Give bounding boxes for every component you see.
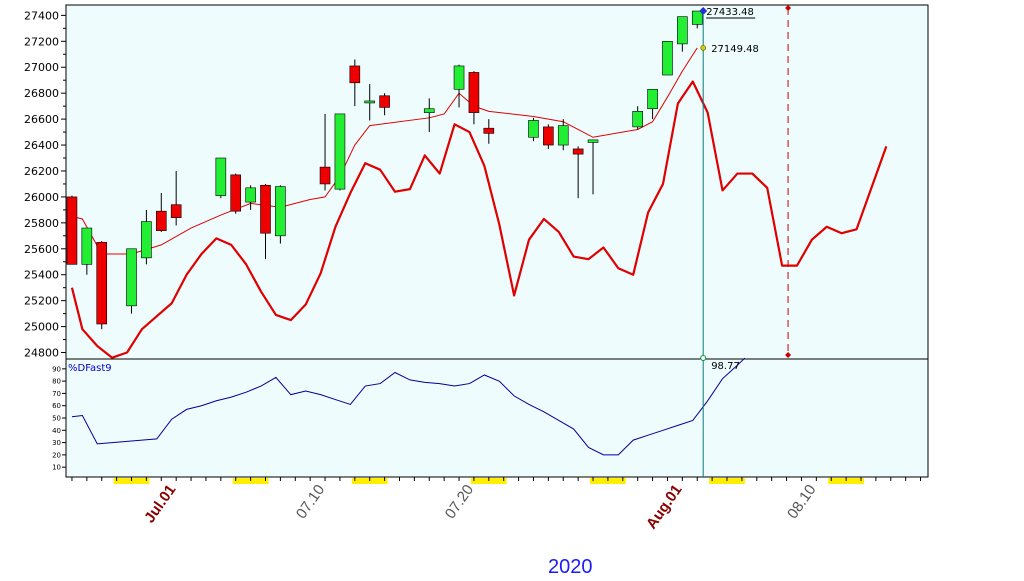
candle-body	[260, 184, 271, 234]
candle-body	[423, 108, 435, 113]
candle-body	[275, 186, 286, 237]
candle-body	[632, 111, 643, 128]
future-marker-dot	[785, 352, 792, 358]
y-tick-label: 26800	[24, 87, 59, 100]
candle-body	[230, 174, 242, 212]
candle-body	[453, 65, 465, 90]
candle-body	[468, 72, 480, 113]
smooth-polyline	[70, 80, 888, 359]
indicator-tick-label: 10	[52, 464, 61, 472]
candle-body	[126, 248, 137, 307]
indicator-panel	[65, 358, 929, 478]
y-tick-label: 25400	[24, 269, 59, 282]
dfast9-polyline	[71, 357, 746, 456]
candle-body	[677, 16, 688, 45]
indicator-tick-label: 20	[52, 451, 61, 459]
y-tick-label: 24800	[24, 347, 59, 360]
indicator-tick-label: 50	[52, 415, 61, 423]
indicator-tick-label: 90	[52, 365, 61, 373]
candle-body	[66, 196, 78, 265]
moving-average-line	[71, 47, 698, 255]
candle-body	[81, 227, 93, 265]
high-marker	[699, 7, 708, 16]
high-value-label: 27433.48	[706, 7, 754, 18]
candle-body	[170, 204, 182, 218]
x-tick-label: Jul.01	[141, 482, 179, 527]
x-tick-label: Aug.01	[643, 482, 686, 533]
candle-body	[215, 157, 227, 196]
indicator-tick-label: 60	[52, 402, 61, 410]
indicator-y-axis: 10 20 30 40 50 60 70 80 90	[52, 365, 66, 472]
sma-polyline	[71, 47, 698, 255]
dfast9-line	[71, 357, 746, 456]
candle-body	[647, 88, 658, 110]
candle-body	[587, 139, 599, 143]
y-tick-label: 26600	[24, 113, 59, 126]
y-tick-label: 25600	[24, 243, 59, 256]
candle-body	[557, 125, 569, 146]
candle-body	[528, 120, 539, 138]
candle-body	[364, 100, 376, 104]
indicator-tick-label: 80	[52, 378, 61, 386]
x-tick-label: 07.10	[293, 482, 328, 523]
indicator-tick-label: 40	[52, 427, 61, 435]
x-tick-label: 08.10	[784, 482, 819, 523]
price-y-axis: 24800 25000 25200 25400 25600 25800 26000 26200…	[24, 9, 66, 360]
candle-body	[245, 187, 256, 203]
indicator-name: %DFast9	[68, 363, 112, 374]
candle-body	[155, 210, 167, 231]
indicator-value-label: 98.77	[711, 361, 740, 372]
candle-body	[662, 41, 673, 76]
cursor-overlay: 27433.48 27149.48 98.77	[699, 5, 792, 477]
candle-body	[691, 10, 703, 25]
candle-body	[543, 126, 554, 146]
year-label: 2020	[548, 556, 593, 578]
y-tick-label: 26200	[24, 165, 59, 178]
smoothed-line	[70, 80, 888, 359]
y-tick-label: 25000	[24, 321, 59, 334]
sma-value-label: 27149.48	[711, 44, 759, 55]
price-panel	[65, 4, 929, 360]
y-tick-label: 27400	[24, 9, 59, 22]
candle-body	[334, 113, 346, 190]
x-tick-label: 07.20	[442, 482, 477, 523]
y-tick-label: 25800	[24, 217, 59, 230]
candle-body	[319, 166, 331, 185]
candle-body	[349, 65, 361, 84]
y-tick-label: 26000	[24, 191, 59, 204]
candle-body	[483, 127, 495, 134]
y-tick-label: 25200	[24, 295, 59, 308]
candle-body	[141, 221, 152, 259]
y-tick-label: 27200	[24, 35, 59, 48]
candle-body	[379, 95, 390, 108]
y-tick-label: 27000	[24, 61, 59, 74]
candlesticks	[66, 10, 703, 330]
indicator-tick-label: 30	[52, 439, 61, 447]
future-marker-dot	[785, 5, 792, 11]
y-tick-label: 26400	[24, 139, 59, 152]
sma-marker	[700, 45, 706, 51]
candle-body	[96, 241, 108, 325]
indicator-tick-label: 70	[52, 390, 61, 398]
candle-body	[572, 148, 584, 155]
date-x-axis: Jul.01 07.10 07.20 Aug.01 08.10	[71, 477, 922, 533]
indicator-marker	[700, 355, 707, 362]
